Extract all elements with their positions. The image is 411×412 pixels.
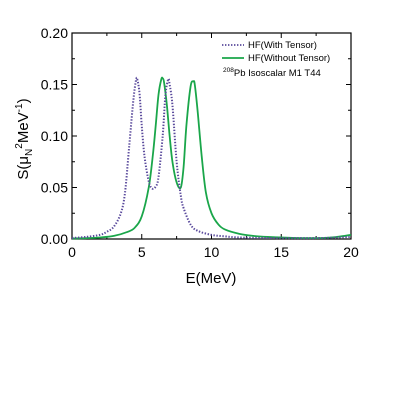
x-tick-label: 0 xyxy=(68,244,76,260)
y-tick-label: 0.00 xyxy=(41,231,68,247)
y-axis-title-pre: S(μ xyxy=(15,156,32,180)
legend: HF(With Tensor) HF(Without Tensor) xyxy=(222,40,330,64)
y-tick-label: 0.10 xyxy=(41,128,68,144)
nucleus-annotation: 208Pb Isoscalar M1 T44 xyxy=(223,67,321,79)
y-tick-label: 0.20 xyxy=(41,25,68,41)
y-axis-title-sub: N xyxy=(24,149,35,156)
y-axis-title-sup2: -1 xyxy=(14,103,25,112)
legend-label-without-tensor: HF(Without Tensor) xyxy=(248,53,330,64)
y-axis-title-mid: MeV xyxy=(15,112,32,143)
x-tick-label: 20 xyxy=(343,244,359,260)
y-tick-label: 0.15 xyxy=(41,77,68,93)
y-axis-title-sup1: 2 xyxy=(14,143,25,149)
x-tick-label: 5 xyxy=(138,244,146,260)
series-line-with-tensor xyxy=(71,76,352,240)
y-tick-label: 0.05 xyxy=(41,180,68,196)
annotation-mass-number: 208 xyxy=(223,67,234,74)
y-axis-title-post: ) xyxy=(15,98,32,103)
x-tick-label: 15 xyxy=(273,244,289,260)
y-axis-title: S(μN2MeV-1) xyxy=(14,98,35,179)
x-axis-title: E(MeV) xyxy=(186,270,237,287)
annotation-text: Pb Isoscalar M1 T44 xyxy=(234,68,321,79)
series-line-without-tensor xyxy=(71,76,352,240)
legend-label-with-tensor: HF(With Tensor) xyxy=(248,40,317,51)
x-tick-label: 10 xyxy=(204,244,220,260)
